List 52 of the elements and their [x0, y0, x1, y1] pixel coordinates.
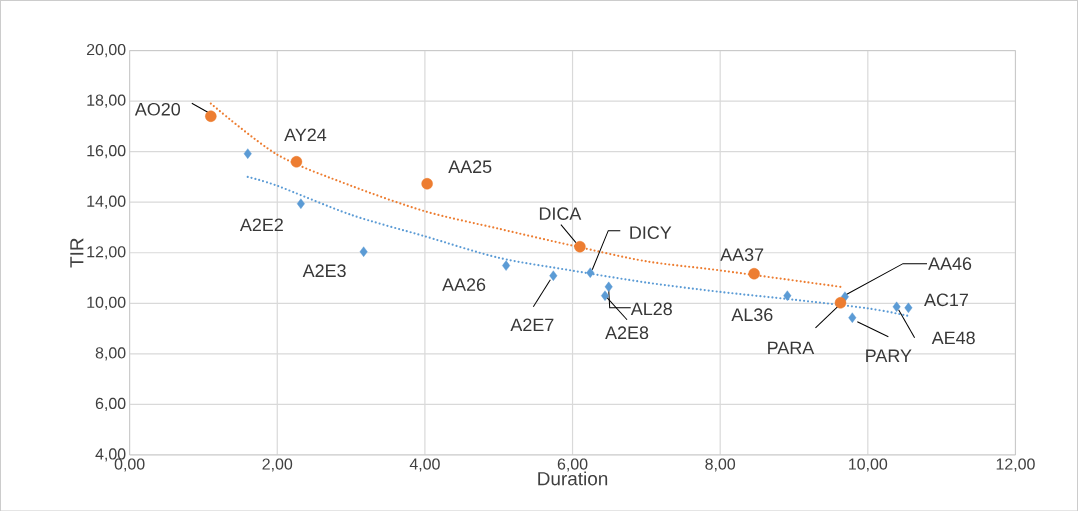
y-tick-label: 6,00 — [95, 397, 126, 411]
annotation: A2E7 — [510, 318, 554, 331]
annotation: AO20 — [134, 102, 181, 116]
point — [549, 270, 558, 281]
annotation: PARY — [866, 349, 912, 362]
x-tick-label: 12,00 — [996, 458, 1035, 472]
point — [205, 110, 217, 122]
x-tick-label: 6,00 — [557, 458, 588, 472]
annotation: A2E3 — [302, 264, 346, 277]
x-tick-label: 2,00 — [262, 458, 293, 472]
annotation: AA46 — [928, 257, 972, 270]
annotation: AA25 — [448, 160, 492, 173]
annotation: A2E2 — [239, 218, 283, 231]
annotation: AA37 — [720, 248, 764, 261]
point — [296, 198, 305, 209]
annotation: AY24 — [284, 128, 327, 141]
annotation: AE48 — [931, 331, 975, 344]
annotation: AA26 — [442, 278, 486, 291]
point — [243, 148, 252, 159]
annotation: AL28 — [630, 302, 672, 315]
y-tick-label: 8,00 — [95, 347, 126, 361]
point — [421, 177, 433, 190]
point — [502, 260, 511, 271]
x-axis-title: Duration — [538, 471, 608, 486]
y-tick-label: 18,00 — [87, 94, 126, 108]
annotation: DICY — [630, 226, 672, 239]
point — [586, 267, 595, 278]
x-tick-label: 8,00 — [705, 458, 736, 472]
point — [783, 290, 792, 301]
y-tick-label: 10,00 — [87, 296, 126, 310]
y-tick-label: 12,00 — [87, 245, 126, 260]
y-tick-label: 16,00 — [87, 144, 126, 158]
point — [748, 267, 760, 280]
annotation: PARA — [768, 341, 815, 354]
x-tick-label: 10,00 — [849, 458, 888, 472]
point — [574, 240, 586, 253]
x-tick-label: 4,00 — [409, 458, 440, 472]
point — [290, 155, 303, 168]
point — [834, 296, 847, 309]
y-axis-title: TIR — [70, 238, 84, 268]
annotation: AL36 — [731, 308, 773, 321]
annotation: A2E8 — [605, 326, 649, 339]
annotation: DICA — [539, 207, 582, 220]
annotation: AC17 — [924, 293, 968, 306]
point — [604, 281, 613, 292]
point — [892, 301, 901, 312]
point — [848, 312, 857, 323]
y-tick-label: 14,00 — [87, 195, 126, 209]
point — [359, 246, 368, 257]
y-tick-label: 20,00 — [86, 43, 126, 57]
point — [601, 290, 609, 301]
point — [904, 302, 913, 313]
